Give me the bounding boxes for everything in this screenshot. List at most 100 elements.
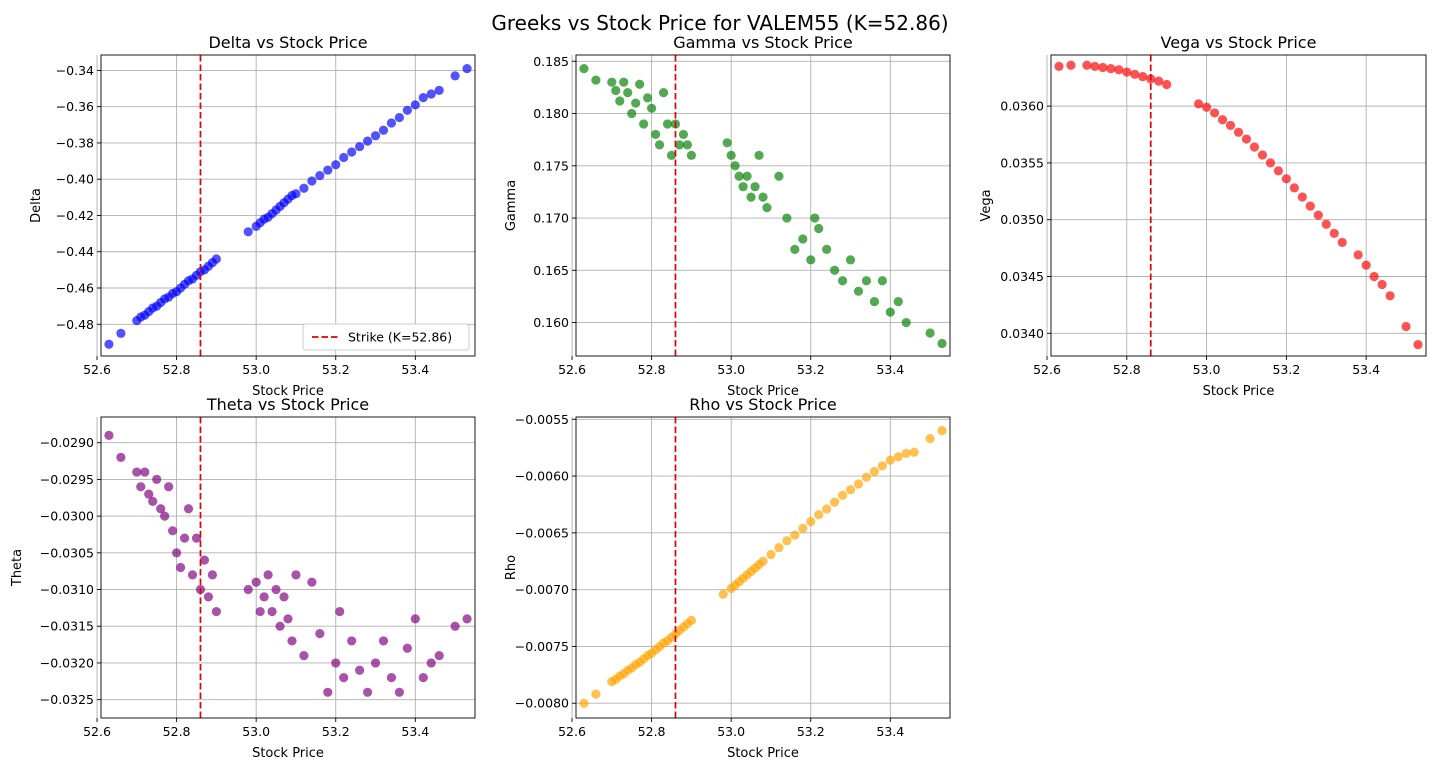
gamma-y-tick-label: 0.160 (533, 315, 569, 330)
theta-point (279, 592, 289, 602)
theta-point (434, 650, 444, 661)
delta-x-axis-label: Stock Price (252, 384, 324, 399)
rho-y-tick-label: −0.0055 (515, 412, 569, 427)
delta-y-tick-label: −0.44 (56, 244, 94, 259)
rho-point (901, 448, 911, 458)
vega-point (1265, 158, 1276, 168)
gamma-point (666, 150, 677, 160)
theta-point (271, 584, 281, 595)
theta-point (283, 614, 293, 624)
theta-title: Theta vs Stock Price (206, 395, 369, 414)
delta-point (434, 85, 444, 95)
vega-x-axis-label: Stock Price (1203, 384, 1275, 399)
gamma-point (662, 119, 673, 129)
rho-points (579, 426, 947, 708)
vega-point (1289, 183, 1299, 193)
gamma-point (730, 161, 740, 171)
delta-point (418, 93, 428, 103)
gamma-x-tick-label: 52.6 (558, 362, 586, 377)
vega-point (1154, 76, 1164, 86)
theta-point (287, 636, 297, 646)
rho-point (766, 549, 776, 560)
vega-point (1249, 142, 1260, 152)
delta-x-tick-label: 53.2 (322, 362, 350, 377)
vega-x-tick-label: 53.0 (1193, 362, 1221, 377)
vega-point (1369, 271, 1379, 282)
theta-point (104, 430, 114, 440)
vega-points (1054, 60, 1423, 350)
theta-point (267, 606, 277, 617)
vega-point (1413, 340, 1423, 350)
rho-point (798, 523, 808, 533)
gamma-subplot: 52.6 52.8 53.0 53.2 53.4 0.160 0.165 0.170 0.175… (504, 33, 951, 399)
vega-y-axis-label: Vega (979, 189, 994, 221)
gamma-point (658, 88, 669, 98)
theta-point (187, 570, 198, 580)
gamma-point (654, 140, 665, 150)
delta-y-tick-label: −0.46 (56, 281, 94, 296)
vega-point (1138, 71, 1148, 82)
rho-axes-frame (575, 416, 951, 719)
rho-point (758, 556, 768, 566)
gamma-point (635, 79, 645, 89)
vega-point (1233, 127, 1244, 137)
delta-point (394, 112, 405, 123)
gamma-point (790, 244, 800, 254)
delta-point (243, 227, 253, 237)
gamma-point (631, 98, 641, 108)
gamma-point (650, 129, 661, 140)
delta-point (116, 328, 126, 338)
vega-point (1098, 62, 1108, 73)
delta-point (450, 71, 460, 81)
gamma-x-axis-label: Stock Price (727, 384, 799, 399)
delta-point (211, 254, 221, 264)
rho-subplot: 52.6 52.8 53.0 53.2 53.4 −0.0080 −0.0075 −0.007… (504, 395, 951, 761)
theta-x-tick-label: 53.2 (322, 724, 350, 739)
rho-point (579, 698, 589, 708)
delta-y-tick-label: −0.34 (56, 63, 94, 78)
gamma-x-tick-label: 52.8 (638, 362, 666, 377)
vega-point (1122, 67, 1132, 77)
gamma-point (678, 129, 689, 140)
theta-point (183, 504, 194, 514)
vega-point (1241, 134, 1252, 144)
theta-point (315, 628, 325, 639)
gamma-point (686, 150, 696, 160)
rho-point (782, 536, 792, 546)
gamma-points (579, 63, 947, 349)
rho-point (885, 455, 895, 465)
theta-point (450, 621, 460, 631)
rho-point (822, 504, 832, 514)
theta-x-axis-label: Stock Price (252, 746, 324, 761)
subplots: 52.6 52.8 53.0 53.2 53.4 −0.48 −0.46 −0.44 −0.42… (10, 33, 1427, 761)
delta-y-axis-label: Delta (29, 188, 44, 223)
gamma-point (623, 88, 633, 98)
theta-point (251, 577, 261, 587)
rho-y-tick-label: −0.0080 (515, 696, 569, 711)
theta-point (402, 643, 412, 653)
vega-point (1194, 99, 1204, 109)
gamma-point (643, 93, 653, 103)
theta-y-tick-label: −0.0295 (40, 472, 94, 487)
delta-x-tick-label: 52.6 (83, 362, 111, 377)
delta-point (362, 136, 373, 146)
delta-point (378, 125, 389, 135)
rho-point (790, 530, 800, 540)
theta-y-tick-label: −0.0310 (40, 582, 94, 597)
delta-point (331, 160, 341, 170)
theta-y-tick-label: −0.0315 (40, 619, 94, 634)
rho-point (869, 466, 880, 477)
theta-point (323, 687, 333, 697)
gamma-point (782, 213, 792, 223)
gamma-y-tick-label: 0.175 (533, 158, 569, 173)
gamma-x-tick-label: 53.2 (797, 362, 825, 377)
gamma-point (806, 255, 816, 265)
gamma-point (869, 297, 880, 307)
theta-point (410, 614, 420, 624)
theta-point (386, 673, 397, 683)
vega-x-tick-label: 53.4 (1352, 362, 1380, 377)
theta-point (168, 526, 178, 536)
theta-point (299, 650, 309, 661)
delta-point (347, 147, 357, 157)
rho-x-tick-label: 52.8 (638, 724, 666, 739)
